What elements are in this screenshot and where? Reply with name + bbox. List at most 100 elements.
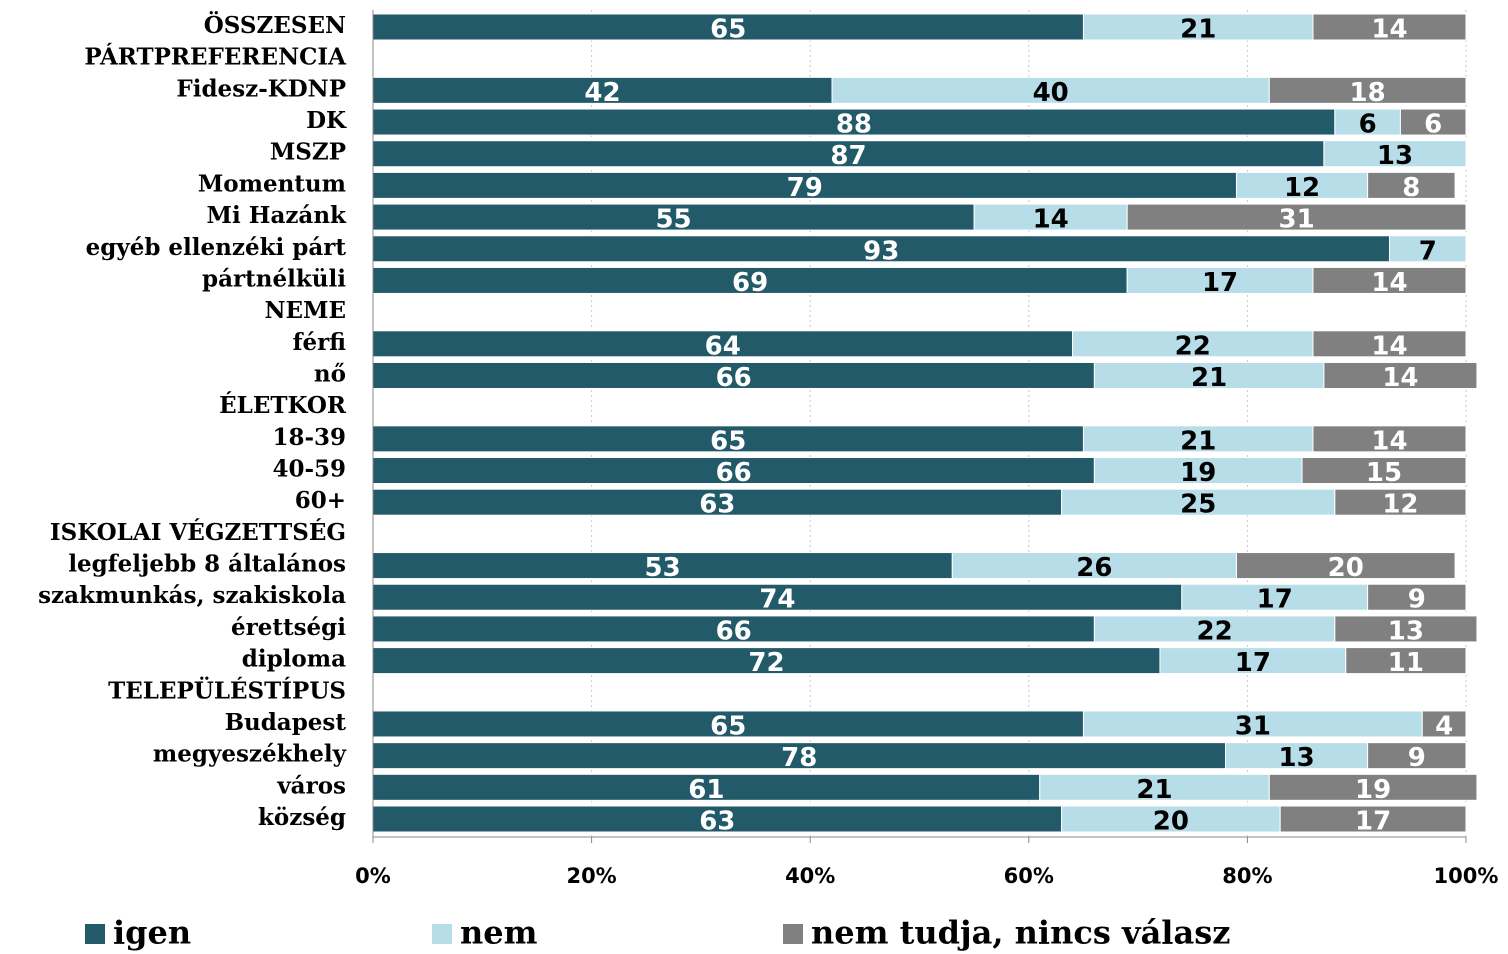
value-label: 65: [710, 711, 746, 741]
bar-segment: [1126, 266, 1314, 294]
category-label: legfeljebb 8 általános: [68, 551, 346, 578]
category-label: megyeszékhely: [153, 741, 347, 768]
value-label: 14: [1371, 15, 1407, 45]
bar-segment: [1312, 330, 1467, 358]
bar-segment: [1367, 583, 1467, 611]
bar-segment: [1323, 361, 1478, 389]
category-label: Mi Hazánk: [207, 202, 348, 229]
bar-segment: [831, 76, 1270, 104]
value-label: 19: [1180, 458, 1216, 488]
category-label: érettségi: [231, 614, 346, 641]
bar-segment: [1312, 13, 1467, 41]
bar-segment: [1093, 615, 1336, 643]
category-label: TELEPÜLÉSTÍPUS: [108, 676, 346, 704]
legend-label: igen: [113, 914, 191, 952]
value-label: 14: [1371, 268, 1407, 298]
category-label: község: [258, 804, 346, 831]
bar-segment: [1268, 76, 1467, 104]
value-label: 21: [1180, 426, 1216, 456]
value-label: 13: [1377, 141, 1413, 171]
value-label: 79: [787, 173, 823, 203]
category-label: szakmunkás, szakiskola: [38, 582, 346, 609]
category-label: PÁRTPREFERENCIA: [84, 44, 347, 71]
bar-segment: [1126, 203, 1467, 231]
value-label: 12: [1382, 490, 1418, 520]
bar-segment: [1279, 805, 1467, 833]
bar-segment: [1039, 773, 1270, 801]
bar-segment: [1093, 361, 1325, 389]
value-label: 9: [1408, 743, 1426, 773]
x-tick-label: 20%: [566, 864, 616, 888]
bar-segment: [1421, 710, 1467, 738]
value-label: 9: [1408, 585, 1426, 615]
bar-segment: [1082, 710, 1423, 738]
value-label: 66: [716, 616, 752, 646]
value-label: 13: [1278, 743, 1314, 773]
bar-segment: [372, 425, 1084, 453]
bar-segment: [1334, 108, 1401, 136]
bar-segment: [372, 552, 953, 580]
bar-segment: [1181, 583, 1369, 611]
value-label: 63: [699, 490, 735, 520]
value-label: 19: [1355, 775, 1391, 805]
category-label: ISKOLAI VÉGZETTSÉG: [50, 519, 346, 546]
value-label: 14: [1371, 331, 1407, 361]
value-label: 14: [1382, 363, 1418, 393]
bar-segment: [372, 647, 1161, 675]
value-label: 31: [1235, 711, 1271, 741]
value-label: 66: [716, 458, 752, 488]
legend-label: nem: [460, 914, 538, 952]
category-label: Budapest: [225, 709, 347, 736]
value-label: 17: [1202, 268, 1238, 298]
category-label: 40-59: [272, 456, 346, 483]
category-label: Momentum: [198, 170, 346, 197]
value-label: 78: [781, 743, 817, 773]
bar-segment: [1367, 742, 1467, 770]
category-label: nő: [314, 360, 346, 387]
bar-segment: [372, 742, 1227, 770]
value-label: 6: [1424, 110, 1442, 140]
category-label: ÉLETKOR: [219, 392, 347, 419]
value-label: 93: [863, 236, 899, 266]
legend-label: nem tudja, nincs válasz: [811, 914, 1230, 952]
value-label: 31: [1278, 205, 1314, 235]
category-label: 60+: [295, 487, 346, 514]
value-label: 25: [1180, 490, 1216, 520]
value-label: 20: [1153, 807, 1189, 837]
bar-segment: [1082, 425, 1314, 453]
value-label: 53: [645, 553, 681, 583]
value-label: 74: [759, 585, 795, 615]
bar-segment: [1323, 140, 1467, 168]
bar-segment: [1268, 773, 1478, 801]
value-label: 21: [1191, 363, 1227, 393]
category-label: DK: [306, 107, 347, 134]
bar-segment: [1301, 457, 1467, 485]
category-label: férfi: [293, 329, 347, 356]
bar-segment: [372, 710, 1084, 738]
value-label: 72: [748, 648, 784, 678]
bar-segment: [1367, 171, 1456, 199]
category-label: Fidesz-KDNP: [176, 75, 346, 102]
value-label: 7: [1419, 236, 1437, 266]
category-label: diploma: [242, 646, 346, 673]
bar-segment: [1061, 488, 1336, 516]
bar-segment: [1312, 425, 1467, 453]
value-label: 64: [705, 331, 741, 361]
category-label: város: [276, 772, 346, 799]
bar-segment: [1235, 552, 1456, 580]
value-label: 21: [1180, 15, 1216, 45]
bar-segment: [1093, 457, 1303, 485]
value-label: 17: [1235, 648, 1271, 678]
value-label: 12: [1284, 173, 1320, 203]
value-label: 11: [1388, 648, 1424, 678]
bar-segment: [1072, 330, 1314, 358]
legend-swatch: [783, 924, 803, 944]
bar-segment: [372, 361, 1095, 389]
value-label: 63: [699, 807, 735, 837]
bar-segment: [1334, 488, 1467, 516]
value-label: 87: [830, 141, 866, 171]
x-tick-label: 100%: [1434, 864, 1499, 888]
value-label: 14: [1371, 426, 1407, 456]
bar-segment: [372, 13, 1084, 41]
